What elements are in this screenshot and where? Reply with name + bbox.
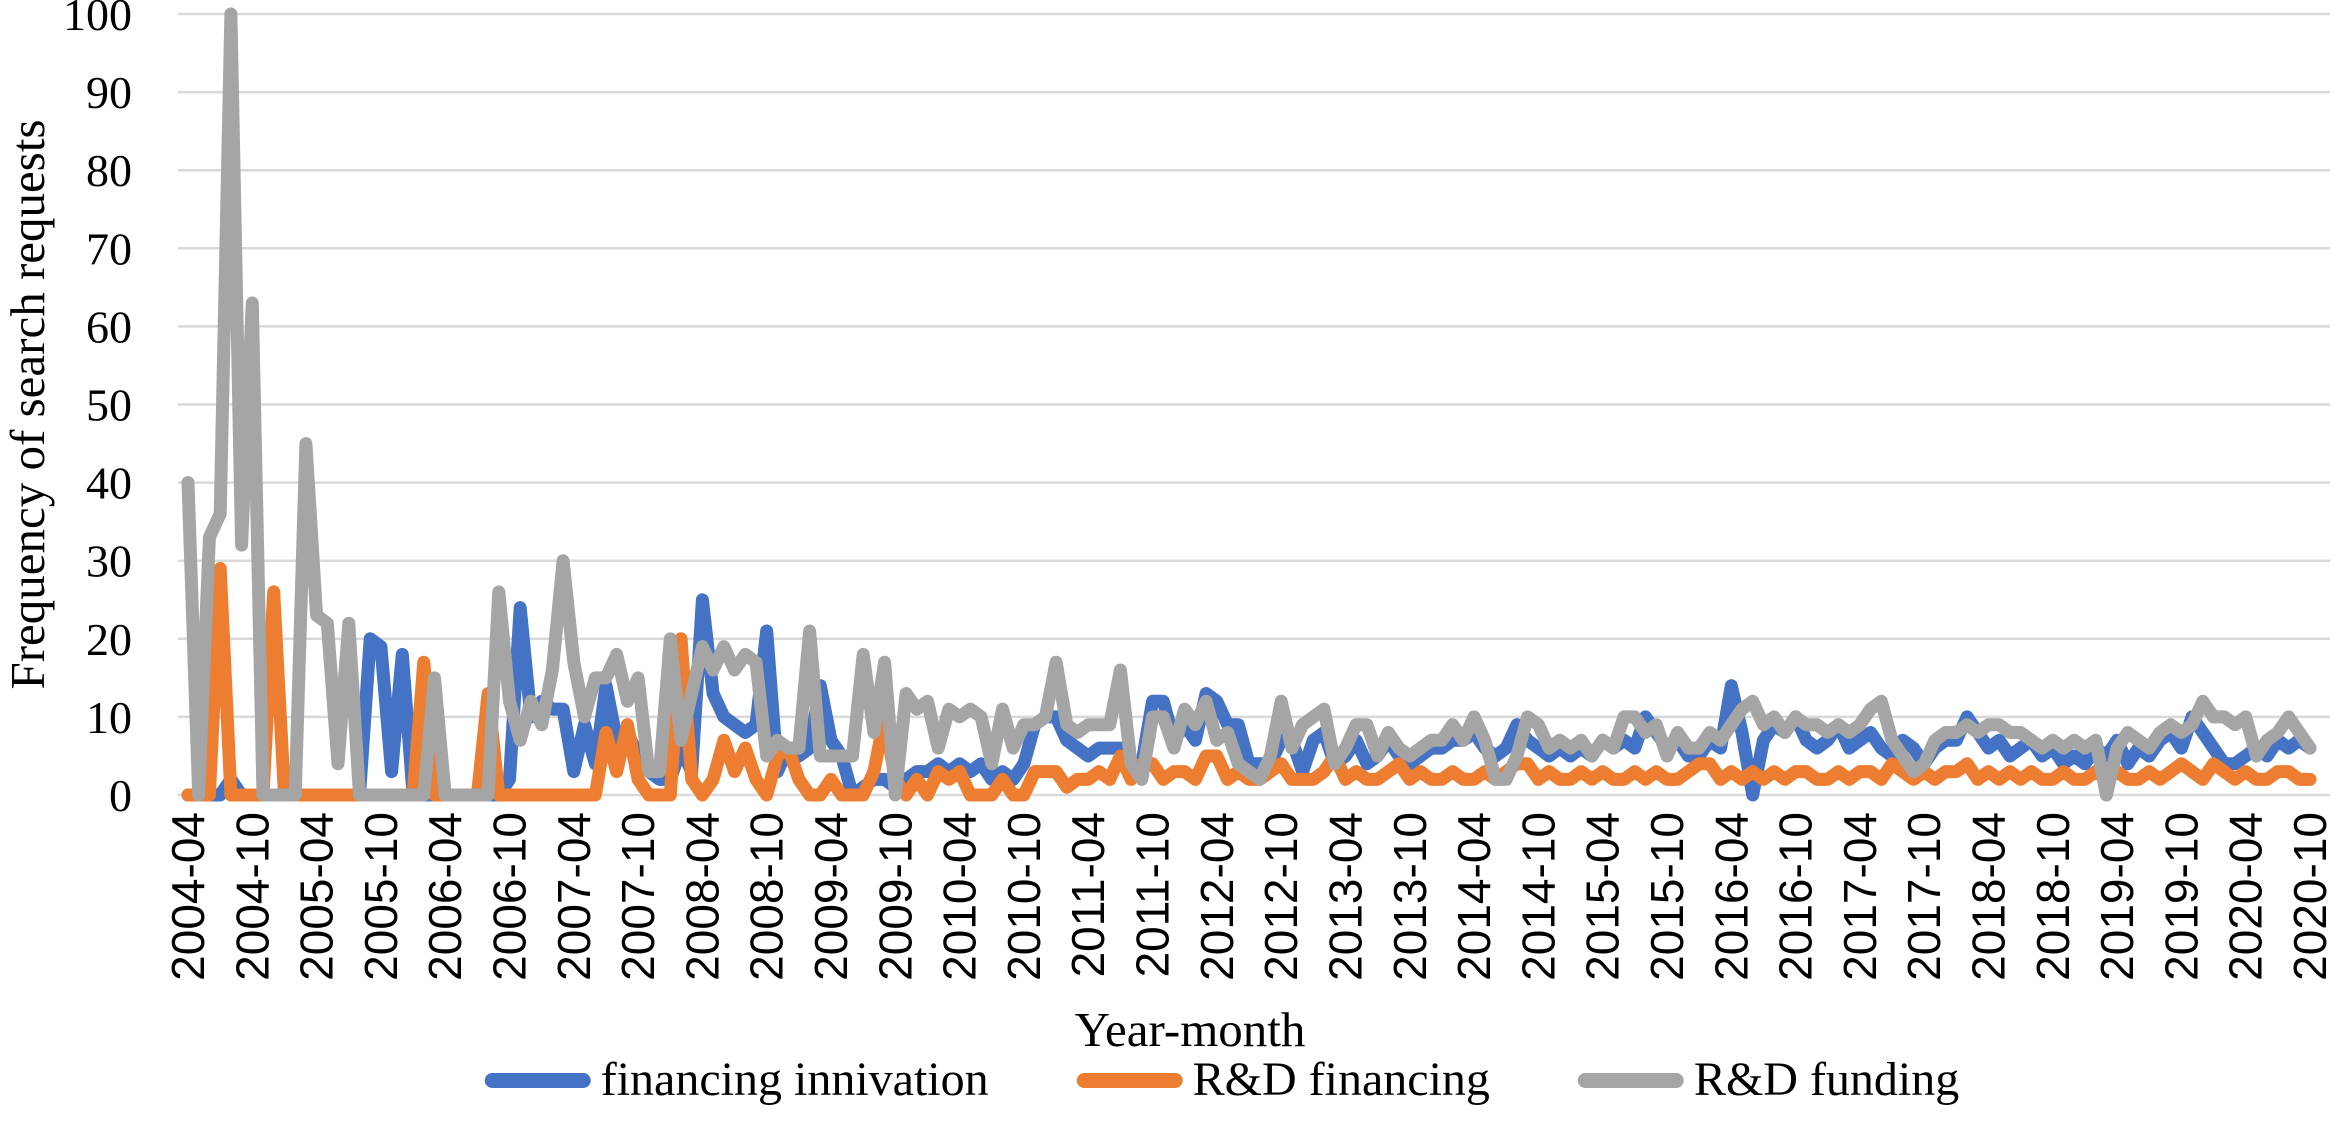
x-tick-label: 2020-04 — [2220, 812, 2272, 981]
x-tick-label: 2005-04 — [291, 812, 343, 981]
x-tick-label: 2012-04 — [1191, 812, 1243, 981]
x-tick-label: 2017-10 — [1898, 812, 1950, 981]
x-tick-label: 2020-10 — [2284, 812, 2333, 981]
x-tick-label: 2004-10 — [226, 812, 278, 981]
x-tick-label: 2014-04 — [1448, 812, 1500, 981]
legend-marker-gray-line-icon — [1577, 1072, 1684, 1088]
x-tick-label: 2018-04 — [1962, 812, 2014, 981]
y-tick-label: 10 — [86, 692, 132, 743]
legend-marker-orange-line-icon — [1076, 1072, 1183, 1088]
x-tick-label: 2008-04 — [676, 812, 728, 981]
legend-marker-blue-line-icon — [484, 1072, 591, 1088]
x-axis-title: Year-month — [1075, 1002, 1306, 1057]
x-tick-label: 2011-04 — [1062, 812, 1114, 977]
legend-entry-rd-funding: R&D funding — [1577, 1053, 1960, 1106]
y-axis-title: Frequency of search requests — [0, 119, 55, 689]
y-axis-tick-labels: 0 10 20 30 40 50 60 70 80 90 100 — [63, 0, 132, 821]
x-tick-label: 2012-10 — [1255, 812, 1307, 981]
x-axis-tick-labels: 2004-04 2004-10 2005-04 2005-10 2006-04 2006-… — [162, 812, 2333, 981]
x-tick-label: 2016-04 — [1705, 812, 1757, 981]
x-tick-label: 2011-10 — [1127, 812, 1179, 977]
x-tick-label: 2007-04 — [548, 812, 600, 981]
y-tick-label: 20 — [86, 614, 132, 665]
x-tick-label: 2013-04 — [1319, 812, 1371, 981]
x-tick-label: 2007-10 — [612, 812, 664, 981]
x-tick-label: 2018-10 — [2027, 812, 2079, 981]
y-tick-label: 60 — [86, 301, 132, 352]
x-tick-label: 2017-04 — [1834, 812, 1886, 981]
y-tick-label: 80 — [86, 145, 132, 196]
legend-label: financing innivation — [600, 1053, 989, 1106]
y-tick-label: 0 — [109, 770, 132, 821]
y-tick-label: 40 — [86, 458, 132, 509]
chart-legend: financing innivation R&D financing R&D f… — [484, 1053, 1960, 1106]
legend-entry-rd-financing: R&D financing — [1076, 1053, 1490, 1106]
x-tick-label: 2006-10 — [484, 812, 536, 981]
x-tick-label: 2008-10 — [741, 812, 793, 981]
x-tick-label: 2010-04 — [934, 812, 986, 981]
legend-label: R&D financing — [1192, 1053, 1490, 1106]
x-tick-label: 2016-10 — [1770, 812, 1822, 981]
x-tick-label: 2014-10 — [1512, 812, 1564, 981]
x-tick-label: 2006-04 — [419, 812, 471, 981]
x-tick-label: 2019-10 — [2155, 812, 2207, 981]
legend-label: R&D funding — [1693, 1053, 1960, 1106]
x-tick-label: 2005-10 — [355, 812, 407, 981]
y-tick-label: 70 — [86, 223, 132, 274]
x-tick-label: 2015-10 — [1641, 812, 1693, 981]
x-tick-label: 2009-10 — [869, 812, 921, 981]
x-tick-label: 2015-04 — [1577, 812, 1629, 981]
series-line-r-d-funding — [181, 7, 2317, 802]
y-tick-label: 90 — [86, 67, 132, 118]
x-tick-label: 2009-04 — [805, 812, 857, 981]
x-tick-label: 2013-10 — [1384, 812, 1436, 981]
x-tick-label: 2004-04 — [162, 812, 214, 981]
y-tick-label: 100 — [63, 0, 132, 40]
x-tick-label: 2010-10 — [998, 812, 1050, 981]
y-tick-label: 30 — [86, 536, 132, 587]
x-tick-label: 2019-04 — [2091, 812, 2143, 981]
y-tick-label: 50 — [86, 380, 132, 431]
legend-entry-financing-innivation: financing innivation — [484, 1053, 989, 1106]
